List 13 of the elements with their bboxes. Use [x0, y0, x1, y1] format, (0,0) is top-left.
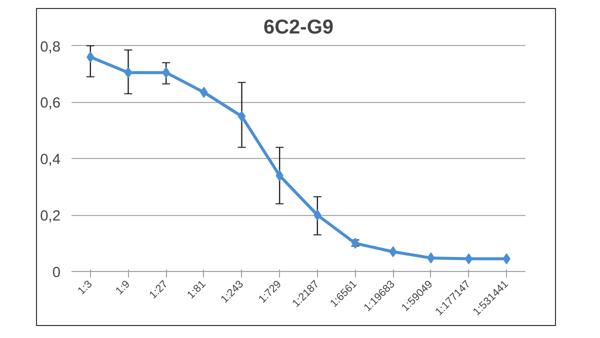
x-tick-label: 1:81: [185, 278, 208, 302]
point: [124, 67, 132, 78]
x-tick-label: 1:9: [114, 278, 133, 298]
x-tick-label: 1:3: [76, 278, 95, 298]
point: [351, 238, 360, 249]
y-tick-label: 0: [52, 265, 61, 281]
y-tick-label: 0,8: [40, 39, 60, 56]
point: [464, 253, 473, 264]
point: [238, 110, 246, 122]
y-tick-label: 0,4: [40, 152, 60, 168]
y-tick-label: 0,2: [40, 208, 60, 225]
y-tick-label: 0,6: [40, 96, 60, 112]
chart-title: 6C2-G9: [263, 16, 334, 38]
